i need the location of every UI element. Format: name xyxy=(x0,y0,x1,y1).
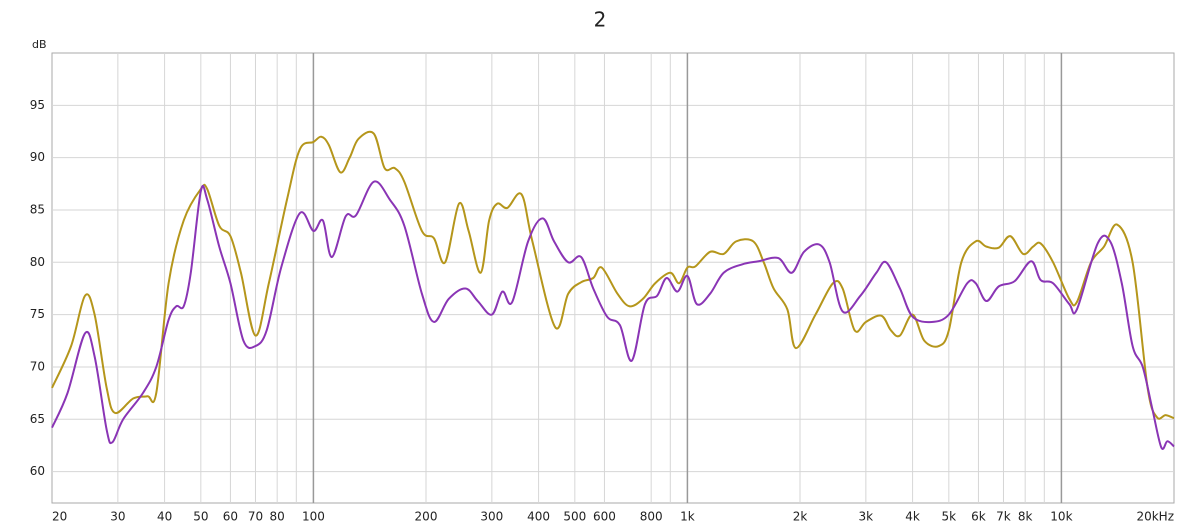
y-tick-label: 75 xyxy=(30,307,45,321)
chart-title: 2 xyxy=(594,8,607,32)
x-tick-label: 6k xyxy=(971,510,986,524)
response-line xyxy=(51,130,1175,420)
x-tick-label: 60 xyxy=(223,510,238,524)
x-tick-label: 2k xyxy=(793,510,808,524)
x-tick-label: 50 xyxy=(193,510,208,524)
x-tick-label: 20kHz xyxy=(1136,510,1174,524)
y-tick-label: 95 xyxy=(30,98,45,112)
x-tick-label: 200 xyxy=(415,510,438,524)
x-tick-label: 70 xyxy=(248,510,263,524)
y-axis-label: dB xyxy=(32,38,47,51)
x-tick-label: 3k xyxy=(859,510,874,524)
x-tick-label: 100 xyxy=(302,510,325,524)
x-tick-label: 600 xyxy=(593,510,616,524)
x-tick-label: 30 xyxy=(110,510,125,524)
plot-frame xyxy=(51,52,1175,504)
x-tick-label: 8k xyxy=(1018,510,1033,524)
x-tick-label: 10k xyxy=(1050,510,1072,524)
y-tick-label: 65 xyxy=(30,412,45,426)
x-tick-label: 500 xyxy=(563,510,586,524)
x-tick-label: 4k xyxy=(905,510,920,524)
x-tick-label: 400 xyxy=(527,510,550,524)
x-tick-label: 800 xyxy=(640,510,663,524)
y-tick-label: 90 xyxy=(30,150,45,164)
x-tick-label: 7k xyxy=(996,510,1011,524)
x-tick-label: 20 xyxy=(52,510,67,524)
y-tick-label: 85 xyxy=(30,202,45,216)
x-tick-label: 40 xyxy=(157,510,172,524)
x-tick-label: 5k xyxy=(942,510,957,524)
x-tick-label: 1k xyxy=(680,510,695,524)
response-line xyxy=(51,180,1175,450)
x-tick-label: 300 xyxy=(480,510,503,524)
y-tick-label: 60 xyxy=(30,464,45,478)
y-tick-label: 80 xyxy=(30,255,45,269)
y-tick-label: 70 xyxy=(30,359,45,373)
x-tick-label: 80 xyxy=(270,510,285,524)
